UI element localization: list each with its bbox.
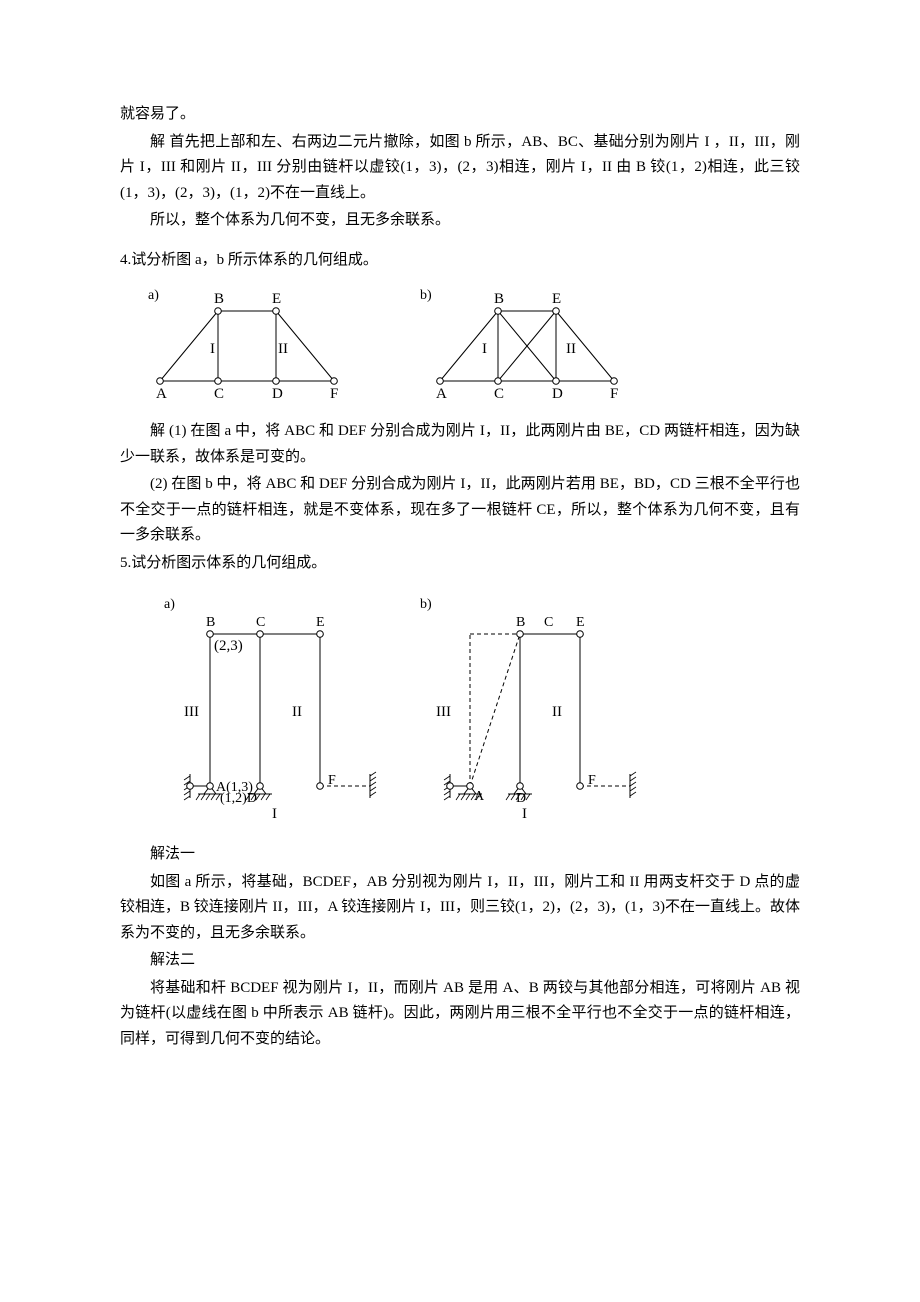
svg-text:A: A	[156, 386, 167, 402]
q5-method-2-title: 解法二	[120, 948, 800, 974]
svg-text:a): a)	[148, 288, 159, 303]
svg-text:b): b)	[420, 288, 432, 303]
opening-text: 就容易了。	[120, 102, 800, 128]
svg-text:I: I	[482, 341, 487, 357]
question-4-title: 4.试分析图 a，b 所示体系的几何组成。	[120, 248, 800, 274]
q4-solution-1: 解 (1) 在图 a 中，将 ABC 和 DEF 分别合成为刚片 I，II，此两…	[120, 419, 800, 470]
svg-text:B: B	[214, 291, 224, 307]
svg-text:F: F	[328, 773, 336, 788]
svg-text:B: B	[516, 615, 525, 630]
svg-text:D: D	[272, 386, 283, 402]
svg-text:E: E	[576, 615, 585, 630]
q5-method-1-title: 解法一	[120, 842, 800, 868]
svg-text:F: F	[330, 386, 338, 402]
svg-text:E: E	[272, 291, 281, 307]
svg-text:II: II	[292, 704, 302, 720]
svg-text:A: A	[436, 386, 447, 402]
svg-text:E: E	[316, 615, 325, 630]
svg-text:C: C	[256, 615, 265, 630]
svg-text:III: III	[436, 704, 451, 720]
svg-text:D: D	[552, 386, 563, 402]
svg-text:B: B	[494, 291, 504, 307]
svg-text:F: F	[588, 773, 596, 788]
diagram-4: ACDFBEIIIa)ACDFBEIIIb)	[120, 283, 800, 413]
q5-method-2-body: 将基础和杆 BCDEF 视为刚片 I，II，而刚片 AB 是用 A、B 两铰与其…	[120, 976, 800, 1053]
question-5-title: 5.试分析图示体系的几何组成。	[120, 551, 800, 577]
svg-text:C: C	[214, 386, 224, 402]
svg-text:(1,2)D: (1,2)D	[220, 791, 257, 806]
svg-text:I: I	[272, 806, 277, 822]
diagram-5: a)b)A(1,3)BCE(1,2)DF(2,3)IIIIIIABCEDFIII…	[120, 586, 800, 836]
svg-text:C: C	[544, 615, 553, 630]
svg-text:b): b)	[420, 597, 432, 612]
svg-text:(2,3): (2,3)	[214, 638, 243, 654]
svg-text:C: C	[494, 386, 504, 402]
svg-text:D: D	[516, 791, 526, 806]
svg-text:II: II	[552, 704, 562, 720]
diagram-4-svg: ACDFBEIIIa)ACDFBEIIIb)	[120, 283, 640, 413]
svg-text:E: E	[552, 291, 561, 307]
svg-text:F: F	[610, 386, 618, 402]
svg-text:B: B	[206, 615, 215, 630]
q5-method-1-body: 如图 a 所示，将基础，BCDEF，AB 分别视为刚片 I，II，III，刚片工…	[120, 870, 800, 947]
svg-text:I: I	[522, 806, 527, 822]
svg-text:A: A	[474, 789, 485, 804]
svg-text:I: I	[210, 341, 215, 357]
para-solution-1: 解 首先把上部和左、右两边二元片撤除，如图 b 所示，AB、BC、基础分别为刚片…	[120, 130, 800, 207]
para-solution-2: 所以，整个体系为几何不变，且无多余联系。	[120, 208, 800, 234]
svg-text:II: II	[278, 341, 288, 357]
svg-text:III: III	[184, 704, 199, 720]
svg-text:II: II	[566, 341, 576, 357]
diagram-5-svg: a)b)A(1,3)BCE(1,2)DF(2,3)IIIIIIABCEDFIII…	[120, 586, 680, 836]
svg-text:a): a)	[164, 597, 175, 612]
q4-solution-2: (2) 在图 b 中，将 ABC 和 DEF 分别合成为刚片 I，II，此两刚片…	[120, 472, 800, 549]
